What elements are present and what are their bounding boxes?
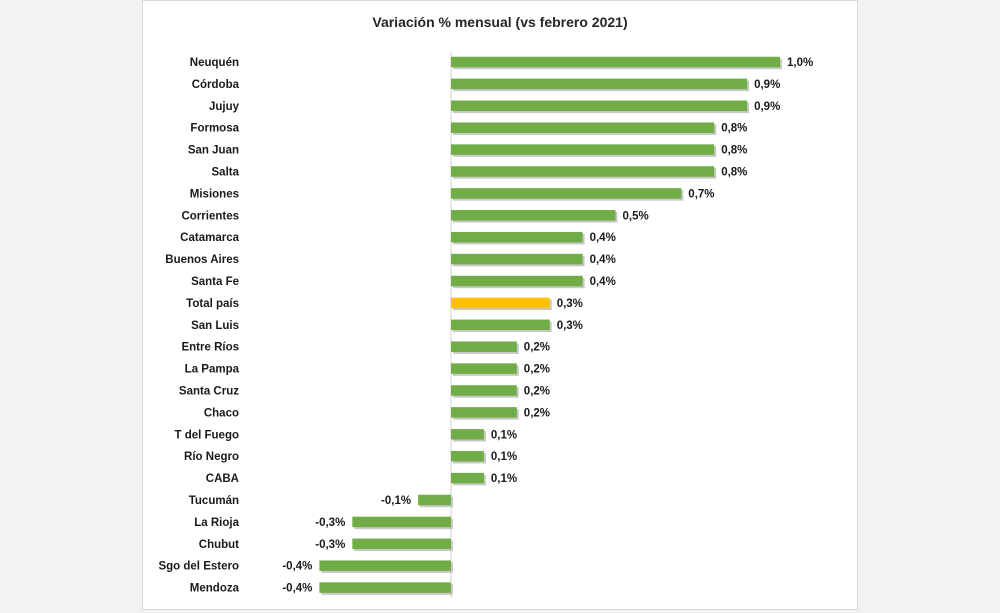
data-label: -0,4% xyxy=(282,583,312,595)
data-label: -0,3% xyxy=(315,517,345,529)
data-label: 0,8% xyxy=(721,145,747,157)
category-label: Mendoza xyxy=(190,583,240,595)
category-label: T del Fuego xyxy=(174,429,239,441)
data-label: 0,7% xyxy=(688,188,714,200)
data-label: 0,4% xyxy=(590,232,616,244)
bar-salta xyxy=(451,166,715,177)
category-label: CABA xyxy=(206,473,239,485)
category-label: Chubut xyxy=(199,539,239,551)
bar-corrientes xyxy=(451,210,616,221)
bar-chaco xyxy=(451,407,517,418)
data-label: -0,1% xyxy=(381,495,411,507)
data-label: 0,4% xyxy=(590,254,616,266)
bar-jujuy xyxy=(451,100,748,112)
bar-santa-fe xyxy=(451,275,583,287)
data-label: 0,9% xyxy=(754,101,780,113)
data-label: 0,1% xyxy=(491,429,517,441)
category-label: Formosa xyxy=(190,123,239,135)
category-label: Catamarca xyxy=(180,232,239,244)
category-label: La Pampa xyxy=(185,364,240,376)
bar-buenos-aires xyxy=(451,253,583,265)
bar-sgo-del-estero xyxy=(319,560,451,571)
bar-san-juan xyxy=(451,144,715,155)
category-label: Tucumán xyxy=(189,495,239,507)
category-label: Neuquén xyxy=(190,57,239,69)
data-label: -0,4% xyxy=(282,561,312,573)
category-label: Corrientes xyxy=(181,210,239,222)
bar-total-país xyxy=(451,297,550,309)
category-label: Córdoba xyxy=(192,79,240,91)
bar-san-luis xyxy=(451,319,550,331)
category-label: San Luis xyxy=(191,320,239,332)
bar-caba xyxy=(451,472,484,484)
category-label: San Juan xyxy=(188,145,239,157)
category-label: La Rioja xyxy=(194,517,239,529)
bar-río-negro xyxy=(451,450,484,462)
bar-mendoza xyxy=(319,582,451,593)
bar-neuquén xyxy=(451,56,780,68)
data-label: 0,2% xyxy=(524,364,550,376)
bar-formosa xyxy=(451,122,715,133)
bar-catamarca xyxy=(451,231,583,243)
bar-tucumán xyxy=(418,494,451,506)
chart-title: Variación % mensual (vs febrero 2021) xyxy=(372,14,628,30)
bar-la-pampa xyxy=(451,363,517,374)
data-label: 0,8% xyxy=(721,167,747,179)
category-label: Salta xyxy=(212,167,240,179)
bar-t-del-fuego xyxy=(451,429,484,440)
bar-misiones xyxy=(451,188,682,199)
bar-la-rioja xyxy=(352,516,451,528)
data-label: 0,1% xyxy=(491,451,517,463)
bar-chubut xyxy=(352,538,451,550)
bar-entre-ríos xyxy=(451,341,517,352)
category-label: Total país xyxy=(186,298,239,310)
data-label: 0,4% xyxy=(590,276,616,288)
category-label: Río Negro xyxy=(184,451,239,463)
bar-chart: Neuquén 1,0% Córdoba 0,9% Jujuy 0,9% Formosa 0,… xyxy=(158,52,813,598)
data-label: 0,5% xyxy=(623,210,649,222)
chart-panel: Variación % mensual (vs febrero 2021) Ne… xyxy=(142,0,858,610)
data-label: 1,0% xyxy=(787,57,813,69)
category-label: Misiones xyxy=(190,188,239,200)
category-label: Chaco xyxy=(204,407,239,419)
bar-santa-cruz xyxy=(451,385,517,396)
data-label: -0,3% xyxy=(315,539,345,551)
data-label: 0,2% xyxy=(524,342,550,354)
data-label: 0,9% xyxy=(754,79,780,91)
data-label: 0,3% xyxy=(557,298,583,310)
data-label: 0,2% xyxy=(524,386,550,398)
category-label: Sgo del Estero xyxy=(158,561,239,573)
category-label: Santa Fe xyxy=(191,276,239,288)
category-label: Santa Cruz xyxy=(179,386,239,398)
category-label: Entre Ríos xyxy=(181,342,239,354)
data-label: 0,1% xyxy=(491,473,517,485)
category-label: Jujuy xyxy=(209,101,240,113)
category-label: Buenos Aires xyxy=(165,254,239,266)
data-label: 0,2% xyxy=(524,407,550,419)
data-label: 0,3% xyxy=(557,320,583,332)
bar-córdoba xyxy=(451,78,748,90)
data-label: 0,8% xyxy=(721,123,747,135)
